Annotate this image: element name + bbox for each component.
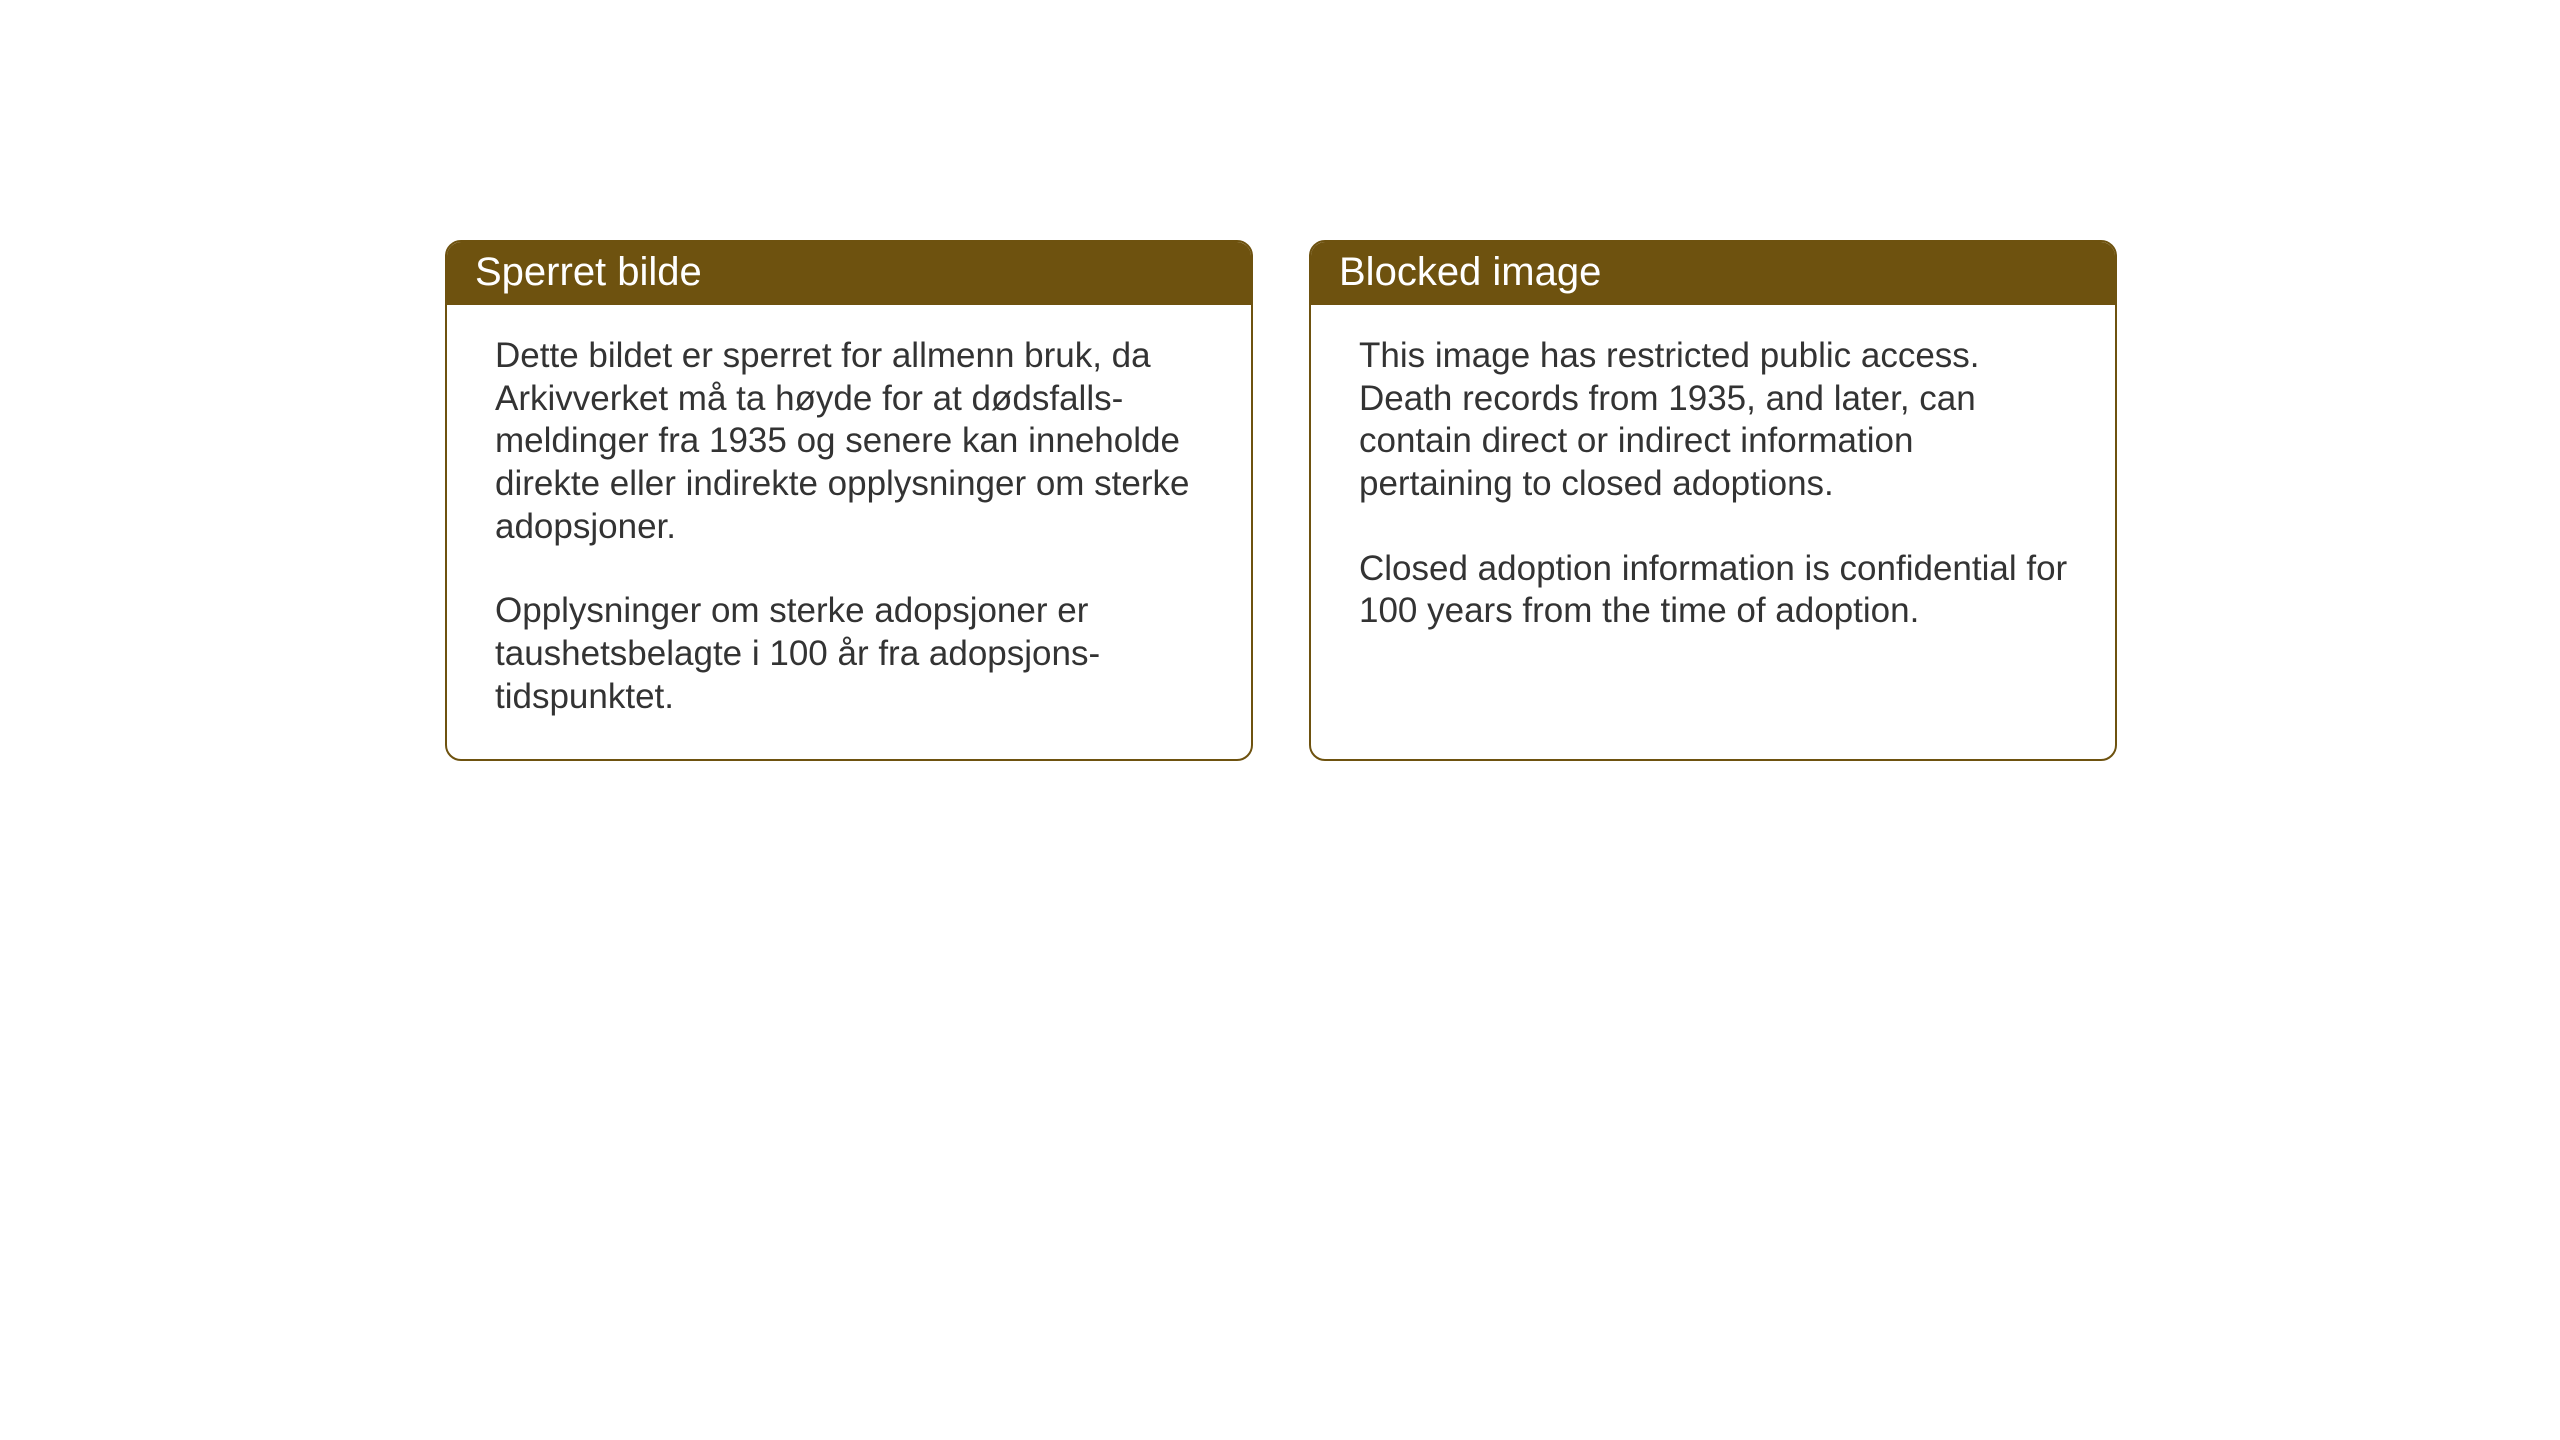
info-box-english: Blocked image This image has restricted …: [1309, 240, 2117, 761]
info-box-paragraph: This image has restricted public access.…: [1359, 335, 2071, 506]
info-boxes-container: Sperret bilde Dette bildet er sperret fo…: [445, 240, 2117, 761]
info-box-title: Sperret bilde: [475, 250, 702, 294]
info-box-body-norwegian: Dette bildet er sperret for allmenn bruk…: [447, 305, 1251, 759]
info-box-paragraph: Closed adoption information is confident…: [1359, 548, 2071, 633]
info-box-header-english: Blocked image: [1311, 242, 2115, 305]
info-box-norwegian: Sperret bilde Dette bildet er sperret fo…: [445, 240, 1253, 761]
info-box-paragraph: Opplysninger om sterke adopsjoner er tau…: [495, 590, 1207, 718]
info-box-title: Blocked image: [1339, 250, 1601, 294]
info-box-body-english: This image has restricted public access.…: [1311, 305, 2115, 673]
info-box-header-norwegian: Sperret bilde: [447, 242, 1251, 305]
info-box-paragraph: Dette bildet er sperret for allmenn bruk…: [495, 335, 1207, 548]
